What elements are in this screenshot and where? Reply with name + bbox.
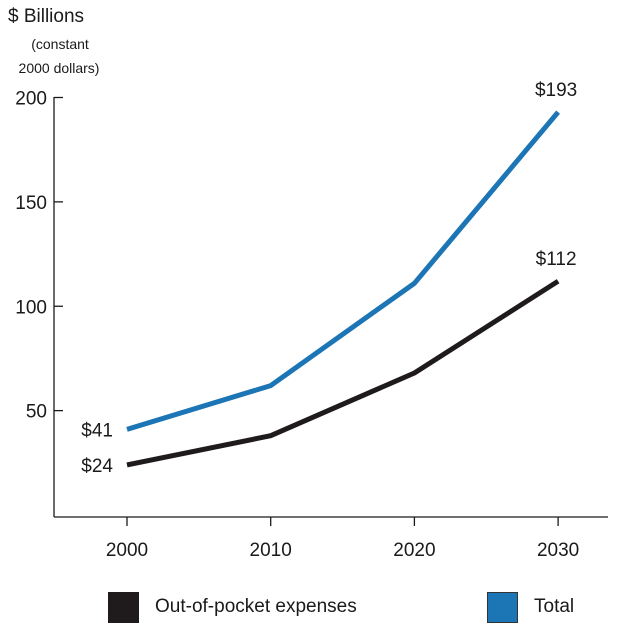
- x-tick-label: 2020: [393, 540, 435, 561]
- y-axis-title: $ Billions: [8, 6, 85, 27]
- y-tick-label: 50: [26, 402, 47, 423]
- legend-label-total: Total: [534, 596, 575, 617]
- data-label-total-0: $41: [81, 420, 113, 441]
- y-tick-label: 100: [15, 297, 47, 318]
- x-tick-label: 2030: [537, 540, 579, 561]
- y-axis-note-line-1: (constant: [31, 36, 89, 52]
- y-axis-note-line-2: 2000 dollars): [18, 60, 100, 76]
- legend-swatch-oop: [108, 591, 139, 623]
- data-label-oop-3: $112: [536, 249, 577, 270]
- y-tick-label: 200: [15, 89, 47, 110]
- series-line-total: [126, 110, 561, 432]
- data-label-total-3: $193: [535, 80, 577, 101]
- x-tick-label: 2010: [250, 540, 292, 561]
- legend-swatch-total: [487, 591, 518, 623]
- data-label-oop-0: $24: [81, 456, 113, 477]
- series-line-oop: [126, 279, 560, 468]
- y-tick-label: 150: [15, 193, 47, 214]
- line-chart: 50 100 150 200 2000 2010 2020 2030 $41 $24 $193 $11…: [15, 80, 608, 561]
- legend-label-oop: Out-of-pocket expenses: [155, 596, 357, 617]
- legend-item-total: Total: [487, 590, 574, 624]
- x-tick-label: 2000: [106, 540, 148, 561]
- legend-item-oop: Out-of-pocket expenses: [108, 590, 357, 624]
